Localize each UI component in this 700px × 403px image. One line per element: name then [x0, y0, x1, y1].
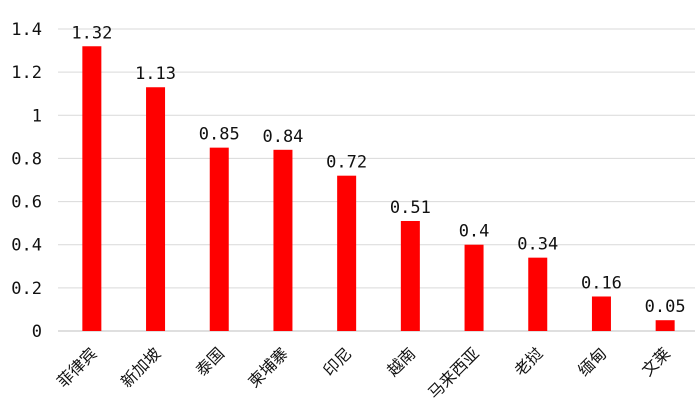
bar [655, 320, 675, 331]
category-label: 缅甸 [574, 344, 610, 380]
bar [337, 175, 357, 331]
category-label: 越南 [383, 344, 419, 380]
data-label: 1.13 [135, 64, 176, 84]
x-axis-category-labels: 菲律宾 新加坡 泰国 柬埔寨 印尼 越南 马来西亚 老挝 缅甸 文莱 [53, 344, 674, 403]
category-label: 马来西亚 [424, 344, 483, 403]
category-label: 泰国 [192, 344, 228, 380]
bar [400, 220, 420, 331]
category-label: 老挝 [511, 344, 547, 380]
bar [464, 244, 484, 331]
y-axis-tick-labels: 0 0.2 0.4 0.6 0.8 1 1.2 1.4 [11, 20, 42, 342]
y-tick-label: 0 [32, 322, 42, 342]
bar [273, 149, 293, 331]
data-label: 1.32 [71, 23, 112, 43]
bars [82, 46, 675, 331]
category-label: 文莱 [638, 344, 674, 380]
data-label: 0.16 [581, 273, 622, 293]
category-label: 柬埔寨 [244, 344, 291, 391]
data-label: 0.85 [199, 125, 240, 145]
bar [146, 87, 166, 331]
bar [209, 147, 229, 331]
bar [82, 46, 102, 331]
data-label: 0.34 [517, 235, 558, 255]
y-tick-label: 0.2 [11, 279, 42, 299]
data-label: 0.84 [262, 127, 303, 147]
bar [528, 257, 548, 331]
data-label: 0.4 [459, 222, 490, 242]
category-label: 印尼 [319, 344, 355, 380]
bar [591, 296, 611, 331]
data-label: 0.72 [326, 153, 367, 173]
y-tick-label: 0.4 [11, 236, 42, 256]
data-label: 0.05 [645, 297, 686, 317]
category-label: 新加坡 [117, 344, 164, 391]
data-labels: 1.32 1.13 0.85 0.84 0.72 0.51 0.4 0.34 0.16 0.05 [71, 23, 685, 317]
y-tick-label: 1 [32, 106, 42, 126]
y-tick-label: 1.4 [11, 20, 42, 40]
y-tick-label: 0.8 [11, 149, 42, 169]
y-tick-label: 0.6 [11, 193, 42, 213]
y-tick-label: 1.2 [11, 63, 42, 83]
data-label: 0.51 [390, 198, 431, 218]
category-label: 菲律宾 [53, 344, 100, 391]
